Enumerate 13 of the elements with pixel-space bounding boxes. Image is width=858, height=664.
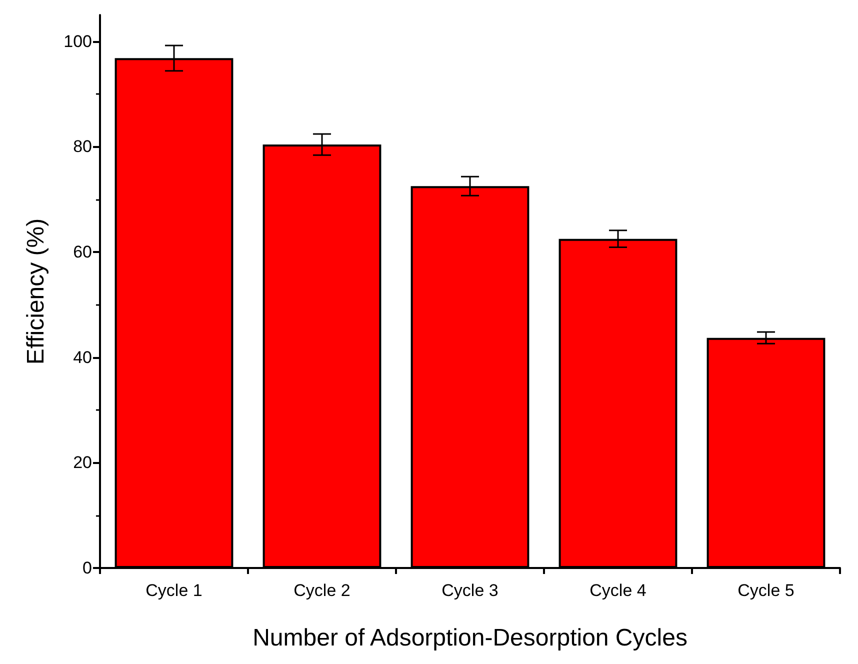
x-tick-label: Cycle 4 [590, 581, 646, 600]
y-tick-label: 40 [73, 348, 92, 367]
y-tick-label: 60 [73, 242, 92, 262]
y-tick-label: 80 [73, 137, 92, 156]
y-tick-label: 0 [82, 558, 92, 578]
x-tick-label: Cycle 1 [146, 581, 202, 600]
x-tick-label: Cycle 3 [442, 581, 498, 600]
x-tick-label: Cycle 5 [738, 581, 794, 600]
x-tick-label: Cycle 2 [294, 581, 350, 600]
x-axis-title: Number of Adsorption-Desorption Cycles [252, 624, 688, 652]
y-tick-label: 100 [64, 32, 92, 51]
y-tick-label: 20 [73, 453, 92, 472]
y-axis-title: Efficiency (%) [22, 218, 50, 365]
